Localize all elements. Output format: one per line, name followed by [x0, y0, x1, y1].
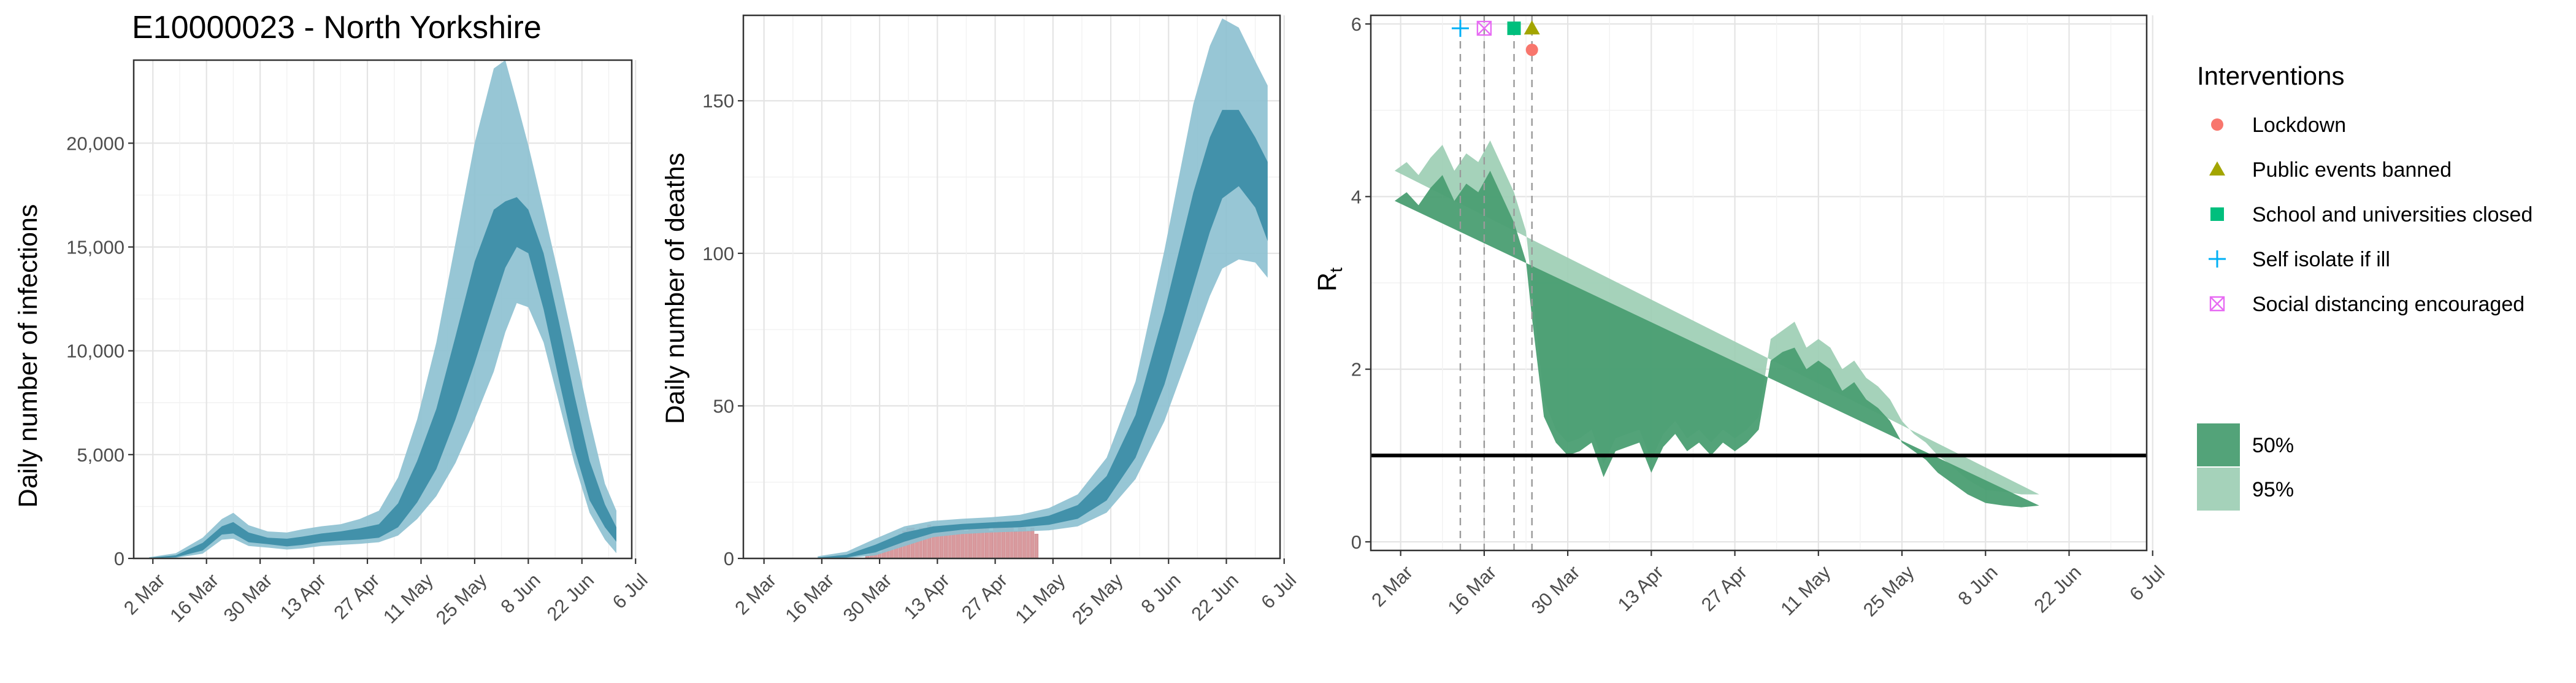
legend-title: Interventions [2197, 61, 2344, 90]
x-tick-label: 22 Jun [1187, 569, 1243, 625]
x-tick-label: 11 May [379, 569, 437, 627]
x-tick-label: 25 May [1068, 569, 1127, 628]
y-tick-label: 0 [1351, 531, 1362, 553]
observed-death-bar [993, 527, 997, 559]
band-95 [818, 18, 1268, 558]
infections-y-axis-label: Daily number of infections [13, 204, 43, 508]
band-50 [818, 110, 1268, 559]
legend-key [2209, 161, 2225, 176]
x-tick-label: 25 May [432, 569, 491, 628]
x-tick-label: 22 Jun [2030, 561, 2085, 617]
observed-death-bar [1014, 530, 1018, 559]
deaths-y-axis-label: Daily number of deaths [661, 153, 690, 424]
y-tick-label: 0 [724, 548, 734, 569]
legend-key [2210, 207, 2224, 221]
rt-y-axis-label: Rt [1313, 268, 1346, 291]
y-tick-label: 2 [1351, 359, 1362, 380]
y-tick-label: 15,000 [66, 237, 125, 258]
legend-key [2209, 296, 2225, 312]
legend-label: School and universities closed [2252, 203, 2532, 226]
x-tick-label: 2 Mar [120, 569, 169, 619]
legend-label: Lockdown [2252, 114, 2346, 137]
x-tick-label: 2 Mar [1367, 561, 1417, 611]
legend-band-label: 50% [2252, 434, 2294, 457]
observed-death-bar [989, 530, 994, 559]
x-tick-label: 11 May [1776, 561, 1834, 619]
legend-label: Self isolate if ill [2252, 248, 2390, 271]
rt-panel: 0 2 4 6 2 Mar 16 Mar 30 Mar 13 Apr 27 Apr 11 May 2… [1351, 14, 2169, 620]
x-tick-label: 22 Jun [543, 569, 599, 625]
x-tick-label: 13 Apr [900, 569, 954, 623]
y-tick-label: 0 [114, 548, 125, 569]
x-tick-label: 30 Mar [220, 569, 277, 627]
x-tick-label: 30 Mar [1527, 561, 1584, 619]
plot-frame [742, 14, 1281, 560]
y-tick-label: 50 [713, 395, 734, 417]
intervention-marker [1451, 20, 1469, 37]
x-tick-label: 6 Jul [1257, 569, 1300, 613]
x-tick-label: 8 Jun [1137, 569, 1184, 617]
y-tick-label: 100 [702, 243, 734, 264]
observed-death-bar [1005, 527, 1010, 559]
y-tick-label: 20,000 [66, 133, 125, 154]
legend: Interventions Lockdown Public events bann… [2197, 61, 2532, 511]
intervention-marker [1476, 20, 1492, 36]
observed-death-bar [964, 530, 968, 559]
x-tick-label: 16 Mar [1443, 561, 1500, 619]
x-tick-label: 27 Apr [957, 569, 1011, 623]
x-tick-label: 27 Apr [1697, 561, 1751, 615]
observed-death-bar [1026, 530, 1030, 559]
band-50 [1394, 171, 2039, 507]
observed-death-bar [1010, 527, 1014, 559]
legend-key [2211, 118, 2223, 131]
observed-death-bar [1022, 527, 1026, 559]
x-tick-label: 11 May [1011, 569, 1069, 627]
x-tick-label: 2 Mar [730, 569, 780, 619]
intervention-marker [1507, 21, 1521, 36]
legend-key [2209, 250, 2226, 268]
deaths-panel: 0 50 100 150 2 Mar 16 Mar 30 Mar 13 Apr 27 Apr 11… [702, 14, 1300, 628]
y-tick-label: 150 [702, 90, 734, 112]
rt-y-axis-subscript: t [1327, 268, 1346, 272]
observed-death-bar [1018, 527, 1022, 559]
y-tick-label: 6 [1351, 14, 1362, 35]
x-tick-label: 6 Jul [2125, 561, 2169, 605]
x-tick-label: 8 Jun [496, 569, 544, 617]
y-tick-label: 10,000 [66, 341, 125, 362]
legend-band-label: 95% [2252, 478, 2294, 501]
plot-frame [1370, 14, 2148, 552]
x-tick-label: 30 Mar [839, 569, 896, 627]
y-tick-label: 5,000 [77, 444, 125, 466]
x-tick-label: 13 Apr [1614, 561, 1668, 615]
x-tick-label: 6 Jul [608, 569, 652, 613]
intervention-marker [1524, 20, 1540, 35]
x-tick-label: 27 Apr [329, 569, 383, 623]
intervention-marker [1525, 44, 1538, 56]
plot-frame [132, 59, 633, 560]
observed-death-bar [1034, 533, 1039, 559]
observed-death-bar [1030, 527, 1035, 559]
y-tick-label: 4 [1351, 186, 1362, 207]
x-tick-label: 16 Mar [166, 569, 223, 627]
legend-band-swatch [2197, 468, 2240, 511]
x-tick-label: 25 May [1859, 561, 1919, 620]
x-tick-label: 13 Apr [276, 569, 330, 623]
intervention-legend: Lockdown Public events banned School and u… [2209, 114, 2532, 316]
x-tick-label: 16 Mar [781, 569, 838, 627]
band-95 [149, 60, 616, 558]
legend-band-swatch [2197, 423, 2240, 466]
chart-title: E10000023 - North Yorkshire [132, 10, 542, 45]
band-legend: 50% 95% [2197, 423, 2294, 511]
legend-label: Social distancing encouraged [2252, 293, 2524, 316]
legend-label: Public events banned [2252, 158, 2451, 182]
x-tick-label: 8 Jun [1953, 561, 2001, 609]
